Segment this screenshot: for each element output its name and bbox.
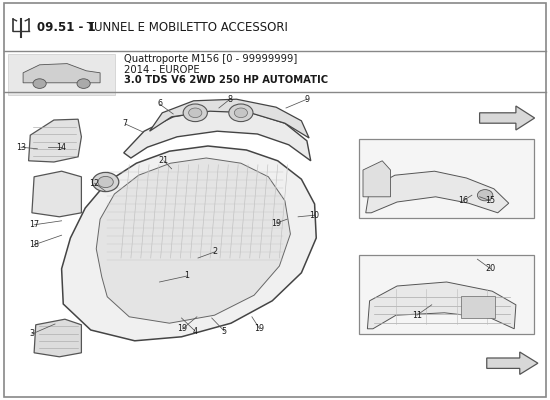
Polygon shape [150,99,309,138]
Text: 19: 19 [255,324,265,333]
Text: 09.51 - 1: 09.51 - 1 [37,21,96,34]
FancyBboxPatch shape [359,255,534,334]
Text: 19: 19 [271,219,281,228]
Polygon shape [29,119,81,162]
Polygon shape [487,352,538,374]
Circle shape [98,176,113,188]
Text: 17: 17 [29,220,39,229]
FancyBboxPatch shape [4,3,546,397]
Text: 2: 2 [212,248,217,256]
Text: 7: 7 [123,120,128,128]
Text: 16: 16 [458,196,468,205]
Polygon shape [96,158,290,323]
Text: 9: 9 [304,95,310,104]
Circle shape [189,108,202,118]
Circle shape [33,79,46,88]
Circle shape [92,172,119,192]
Text: Quattroporte M156 [0 - 99999999]: Quattroporte M156 [0 - 99999999] [124,54,297,64]
Circle shape [477,190,493,201]
Text: TUNNEL E MOBILETTO ACCESSORI: TUNNEL E MOBILETTO ACCESSORI [82,21,287,34]
Text: 5: 5 [222,327,227,336]
Circle shape [229,104,253,122]
Text: 20: 20 [486,264,496,273]
Text: 14: 14 [57,143,67,152]
FancyBboxPatch shape [461,296,495,318]
Polygon shape [32,171,81,217]
Text: 8: 8 [227,95,233,104]
Polygon shape [62,146,316,341]
Text: 18: 18 [29,240,39,249]
Polygon shape [363,161,390,197]
Polygon shape [34,319,81,357]
Text: 15: 15 [486,196,496,205]
Polygon shape [367,282,516,329]
Polygon shape [23,64,100,83]
Text: 2014 - EUROPE: 2014 - EUROPE [124,65,199,74]
Text: 21: 21 [159,156,169,165]
Text: 3.0 TDS V6 2WD 250 HP AUTOMATIC: 3.0 TDS V6 2WD 250 HP AUTOMATIC [124,75,328,85]
Text: 10: 10 [310,211,320,220]
Circle shape [183,104,207,122]
Polygon shape [124,110,311,161]
Text: 11: 11 [412,311,422,320]
Text: 4: 4 [192,327,198,336]
Text: 1: 1 [184,272,190,280]
FancyBboxPatch shape [8,54,115,95]
Text: 13: 13 [16,143,26,152]
Text: 12: 12 [90,179,100,188]
Text: 3: 3 [29,330,35,338]
FancyBboxPatch shape [359,139,534,218]
Text: 19: 19 [178,324,188,333]
Circle shape [234,108,248,118]
Polygon shape [480,106,535,130]
Polygon shape [366,171,509,213]
Text: 6: 6 [157,100,162,108]
Circle shape [77,79,90,88]
